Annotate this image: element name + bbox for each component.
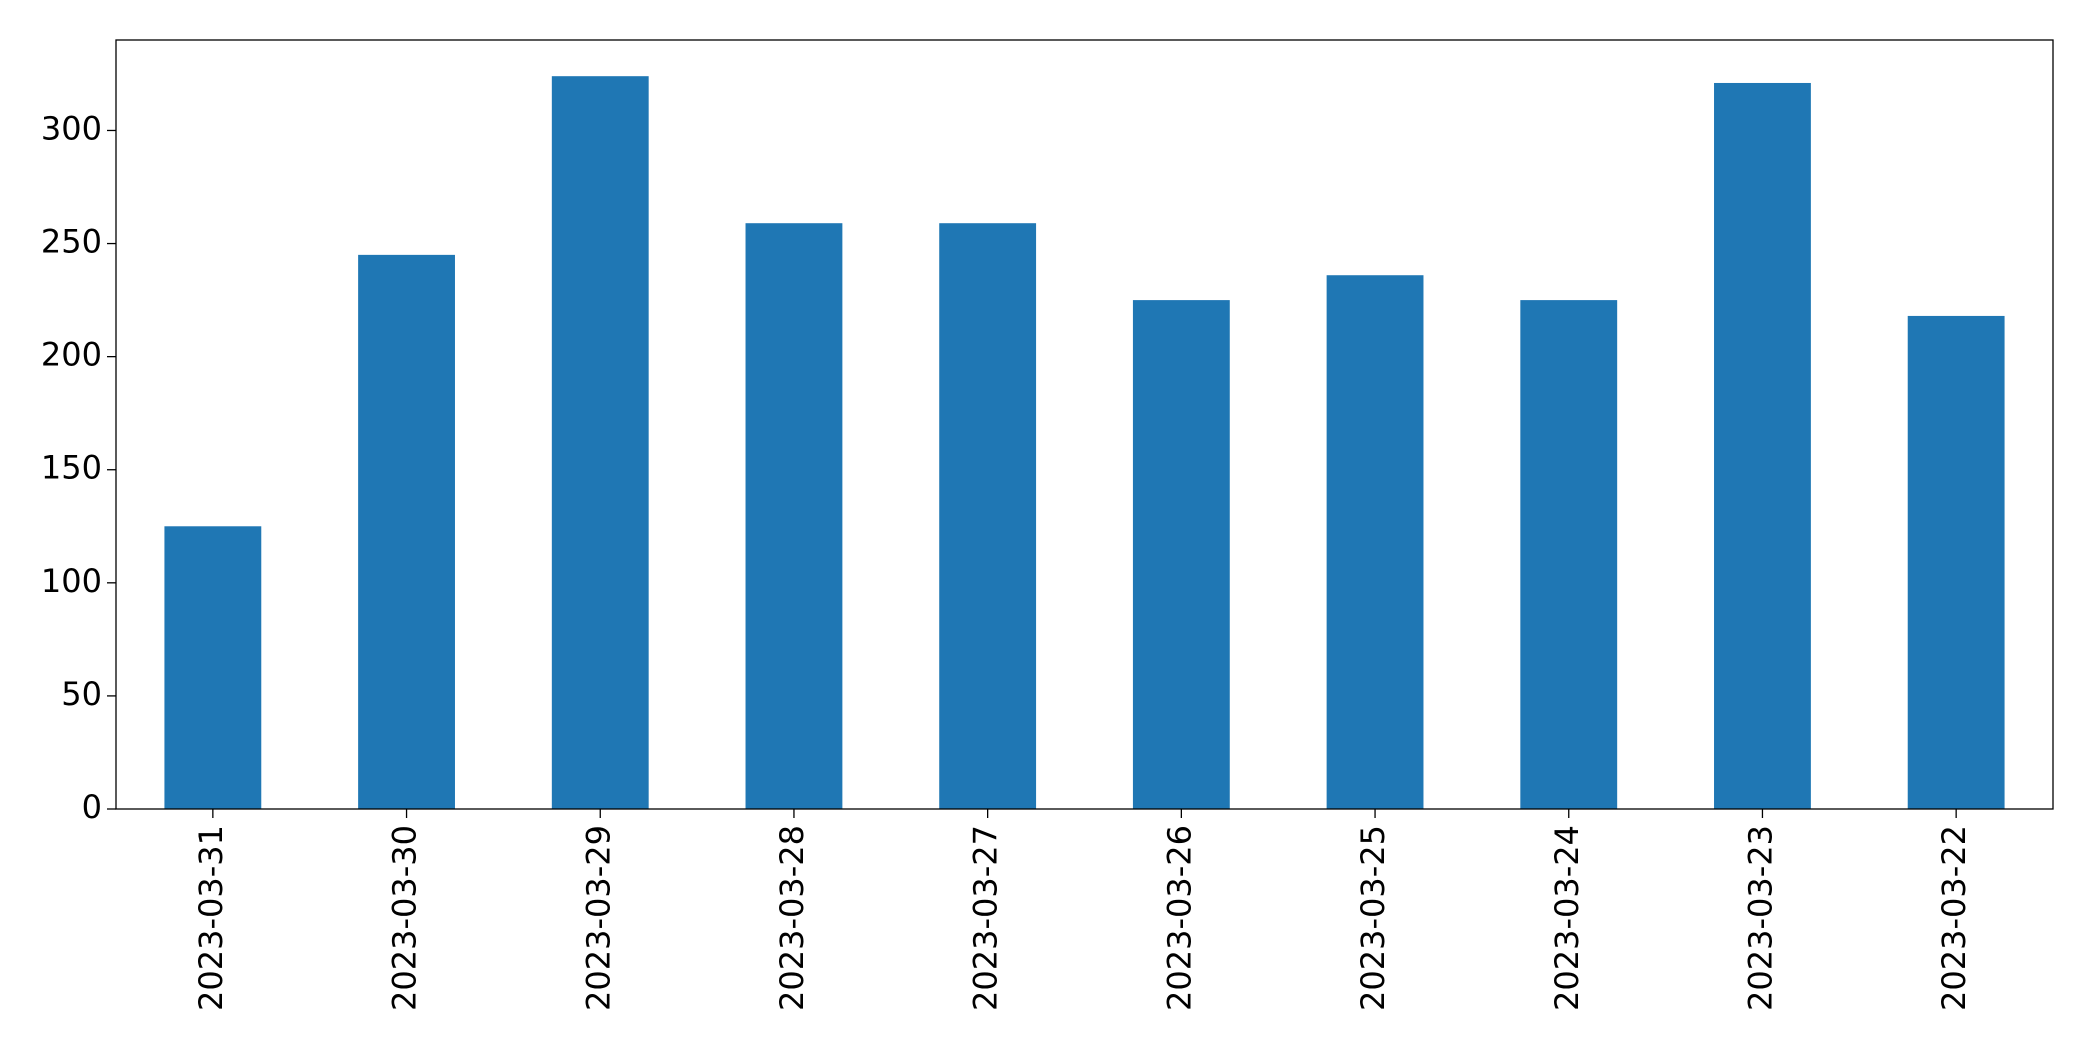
y-tick-label: 200 (41, 336, 102, 374)
axes-frame (115, 39, 2054, 810)
x-tick-label: 2023-03-22 (1935, 825, 1973, 1011)
bar (939, 223, 1037, 809)
x-tick-label: 2023-03-30 (386, 825, 424, 1011)
bar (358, 254, 455, 809)
y-tick-label: 150 (41, 449, 102, 487)
x-tick-label: 2023-03-25 (1354, 825, 1392, 1011)
bar (745, 223, 843, 809)
y-tick-label: 50 (61, 675, 102, 713)
y-tick-label: 0 (82, 788, 102, 826)
x-tick-label: 2023-03-24 (1548, 825, 1586, 1011)
bar (1326, 275, 1424, 810)
x-tick-label: 2023-03-31 (192, 825, 230, 1011)
bar (164, 526, 262, 809)
bar (1132, 300, 1230, 809)
y-tick-label: 250 (41, 223, 102, 261)
bar (1520, 300, 1618, 809)
x-tick-label: 2023-03-27 (967, 825, 1005, 1011)
x-tick-label: 2023-03-29 (579, 825, 617, 1011)
x-tick-label: 2023-03-23 (1741, 825, 1779, 1011)
bar (551, 76, 649, 809)
bar (1907, 315, 2005, 809)
y-tick-label: 100 (41, 562, 102, 600)
x-tick-label: 2023-03-26 (1160, 825, 1198, 1011)
bar (1714, 82, 1811, 810)
x-tick-label: 2023-03-28 (773, 825, 811, 1011)
y-tick-label: 300 (41, 109, 102, 147)
